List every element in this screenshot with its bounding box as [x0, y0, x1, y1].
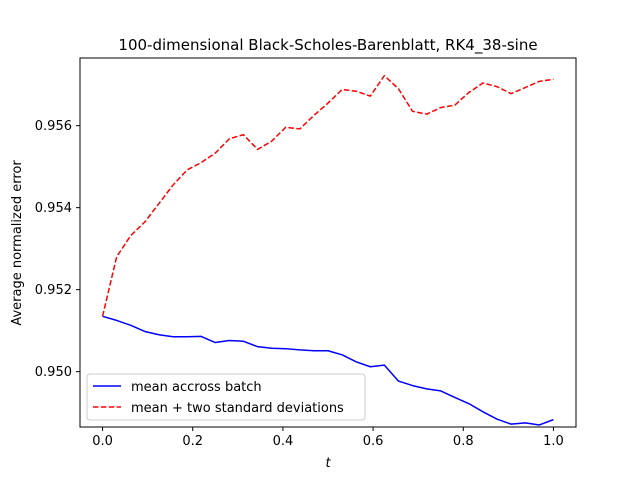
legend: mean accross batch mean + two standard d…: [86, 373, 366, 421]
y-tick-label: 0.952: [35, 283, 72, 298]
legend-box: [86, 373, 366, 421]
y-tick-label: 0.956: [35, 119, 72, 134]
x-tick-label: 1.0: [543, 434, 564, 449]
axis-ticks: 0.0 0.2 0.4 0.6 0.8 1.0 0.950 0.952 0.954 0.956: [35, 119, 564, 449]
y-tick-label: 0.950: [35, 365, 72, 380]
x-tick-label: 0.2: [182, 434, 203, 449]
series-layer: [101, 74, 554, 426]
legend-label-mean: mean accross batch: [131, 380, 262, 395]
series-line-mean: [102, 315, 554, 426]
x-axis-label: t: [325, 456, 331, 471]
chart-title: 100-dimensional Black-Scholes-Barenblatt…: [118, 36, 537, 55]
y-axis-label: Average normalized error: [10, 160, 25, 326]
series-line-mean-plus-two-std: [101, 74, 554, 317]
x-tick-label: 0.6: [363, 434, 384, 449]
x-tick-label: 0.4: [273, 434, 294, 449]
y-tick-label: 0.954: [35, 201, 72, 216]
x-tick-label: 0.0: [92, 434, 113, 449]
legend-label-mean-plus-two-std: mean + two standard deviations: [131, 401, 344, 416]
x-tick-label: 0.8: [453, 434, 474, 449]
plot-frame: [79, 57, 577, 428]
